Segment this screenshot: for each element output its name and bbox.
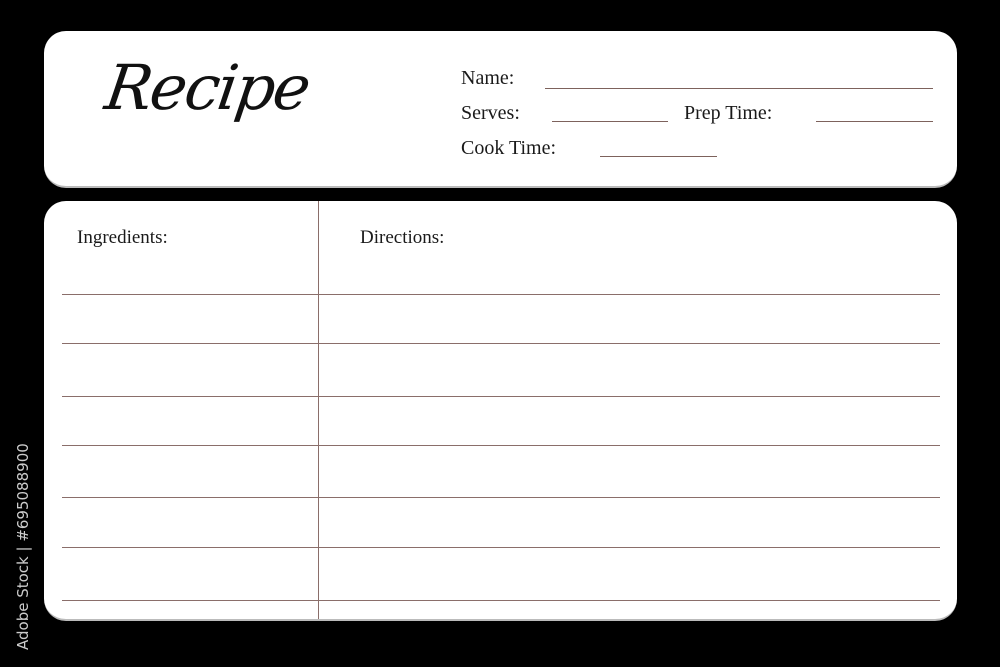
ingredient-line[interactable] (62, 343, 318, 344)
recipe-body-card: Ingredients: Directions: (44, 201, 957, 621)
ingredient-line[interactable] (62, 294, 318, 295)
directions-label: Directions: (360, 227, 445, 248)
name-field-line[interactable] (545, 88, 933, 89)
direction-line[interactable] (318, 547, 940, 548)
direction-line[interactable] (318, 497, 940, 498)
direction-line[interactable] (318, 343, 940, 344)
direction-line[interactable] (318, 600, 940, 601)
ingredient-line[interactable] (62, 445, 318, 446)
recipe-header-card: Recipe Name: Serves: Prep Time: Cook Tim… (44, 31, 957, 188)
prep-time-label: Prep Time: (684, 102, 773, 124)
ingredient-line[interactable] (62, 497, 318, 498)
ingredient-line[interactable] (62, 396, 318, 397)
cook-time-field-line[interactable] (600, 156, 717, 157)
direction-line[interactable] (318, 445, 940, 446)
direction-line[interactable] (318, 294, 940, 295)
ingredient-line[interactable] (62, 547, 318, 548)
prep-time-field-line[interactable] (816, 121, 933, 122)
recipe-title: Recipe (100, 51, 314, 124)
ingredient-line[interactable] (62, 600, 318, 601)
watermark: Adobe Stock | #695088900 (14, 443, 32, 650)
name-label: Name: (461, 67, 515, 89)
ingredients-label: Ingredients: (77, 227, 168, 248)
cook-time-label: Cook Time: (461, 137, 557, 159)
direction-line[interactable] (318, 396, 940, 397)
serves-field-line[interactable] (552, 121, 668, 122)
serves-label: Serves: (461, 102, 520, 124)
column-divider (318, 201, 319, 619)
